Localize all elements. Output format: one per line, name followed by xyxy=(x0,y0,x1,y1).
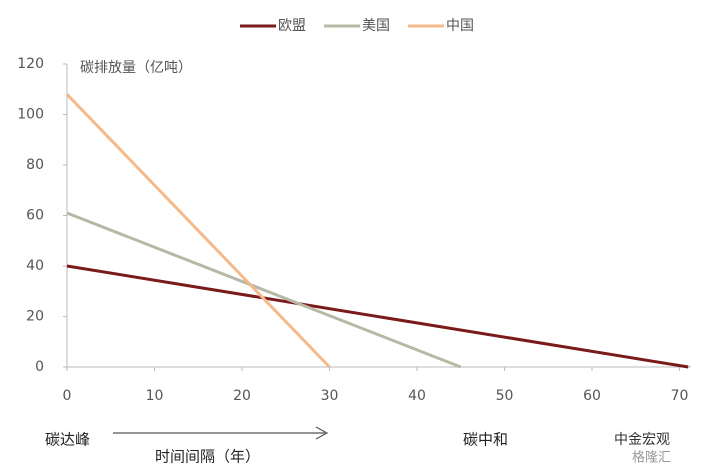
y-axis-label: 碳排放量（亿吨） xyxy=(80,60,192,76)
annotation-neutral: 碳中和 xyxy=(463,431,508,449)
y-tick-label: 0 xyxy=(35,359,44,375)
line xyxy=(66,211,462,369)
y-tick-label: 60 xyxy=(26,208,44,224)
x-tick-label: 20 xyxy=(233,388,251,404)
x-tick-label: 60 xyxy=(583,388,601,404)
x-tick-label: 50 xyxy=(496,388,514,404)
annotation-peak: 碳达峰 xyxy=(45,431,90,449)
line xyxy=(65,93,331,369)
y-tick-label: 80 xyxy=(26,157,44,173)
y-tick-label: 20 xyxy=(26,309,44,325)
x-tick-label: 40 xyxy=(408,388,426,404)
x-tick-label: 30 xyxy=(321,388,339,404)
y-tick-label: 100 xyxy=(17,107,44,123)
watermark: 格隆汇 xyxy=(632,450,671,466)
y-tick-label: 40 xyxy=(26,258,44,274)
y-tick-label: 120 xyxy=(17,56,44,72)
legend-label: 中国 xyxy=(446,18,474,34)
watermark: 中金宏观 xyxy=(614,432,670,448)
x-tick-label: 70 xyxy=(671,388,689,404)
x-tick-label: 10 xyxy=(146,388,164,404)
arrow-head xyxy=(315,426,329,440)
legend-label: 欧盟 xyxy=(278,18,306,34)
legend-label: 美国 xyxy=(362,18,390,34)
x-axis-label: 时间间隔（年） xyxy=(155,448,260,466)
line xyxy=(66,264,689,369)
x-tick-label: 0 xyxy=(63,388,72,404)
